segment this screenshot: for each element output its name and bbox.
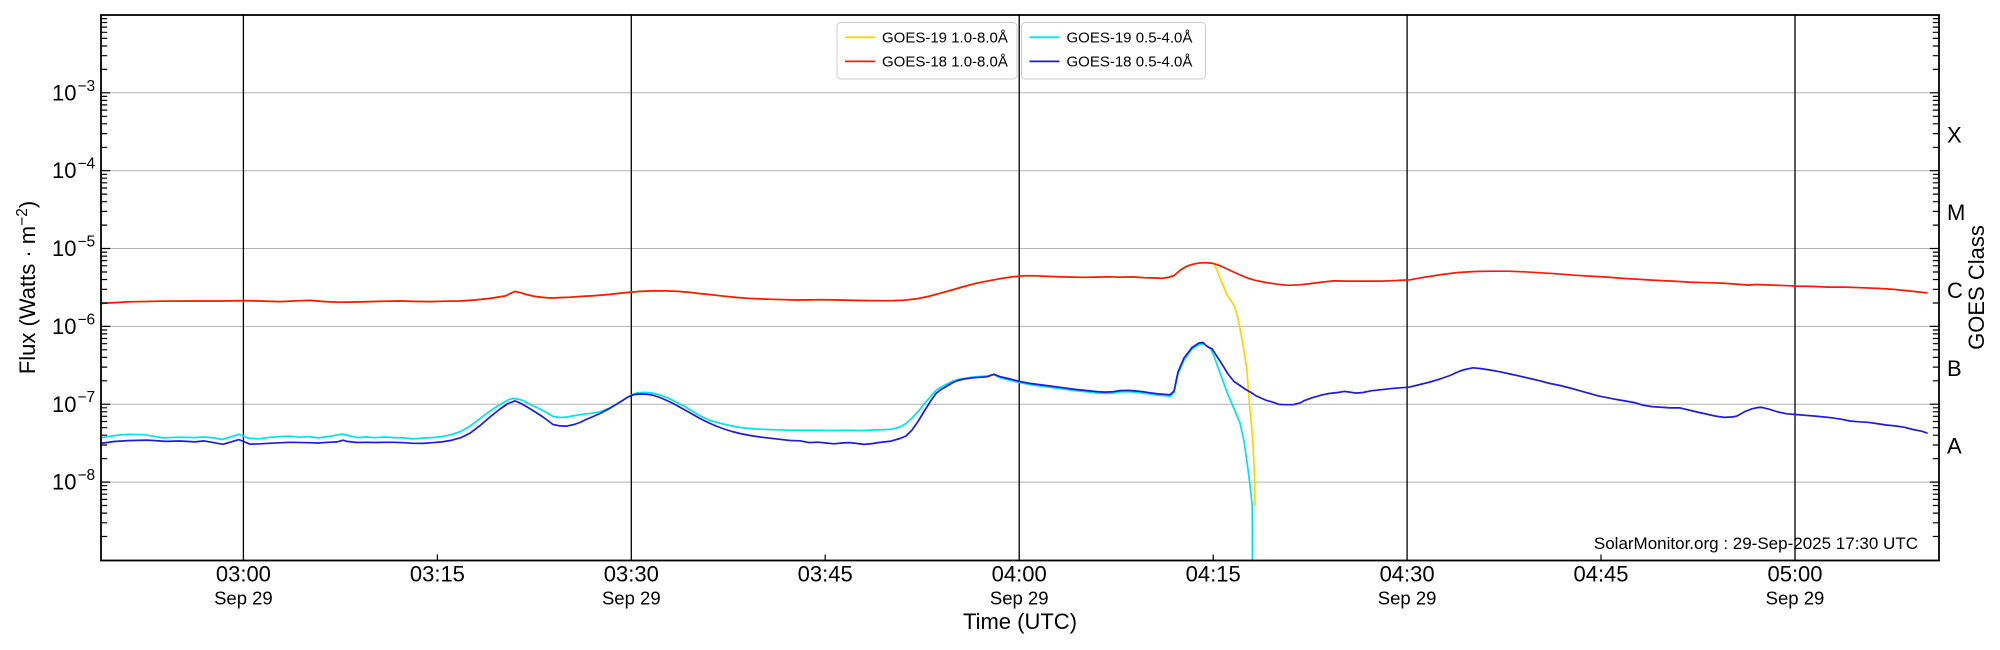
svg-text:−3: −3 [78,78,96,95]
svg-text:−4: −4 [78,156,96,173]
svg-text:10: 10 [52,470,76,495]
svg-text:Flux (Watts · m−2): Flux (Watts · m−2) [14,201,40,374]
svg-text:−8: −8 [78,467,96,484]
svg-text:Time (UTC): Time (UTC) [963,609,1077,634]
svg-text:SolarMonitor.org : 29-Sep-2025: SolarMonitor.org : 29-Sep-2025 17:30 UTC [1594,534,1918,553]
svg-text:GOES-19 1.0-8.0Å: GOES-19 1.0-8.0Å [882,30,1008,47]
svg-text:GOES-19 0.5-4.0Å: GOES-19 0.5-4.0Å [1067,30,1193,47]
svg-text:Sep 29: Sep 29 [990,588,1049,609]
svg-text:M: M [1947,200,1965,225]
svg-text:A: A [1947,434,1962,459]
svg-text:10: 10 [52,80,76,105]
svg-text:B: B [1947,356,1962,381]
svg-text:GOES-18 0.5-4.0Å: GOES-18 0.5-4.0Å [1067,54,1193,71]
svg-text:10: 10 [52,392,76,417]
svg-text:C: C [1947,278,1963,303]
svg-text:GOES Class: GOES Class [1964,225,1989,350]
svg-text:Sep 29: Sep 29 [1766,588,1825,609]
svg-text:04:30: 04:30 [1380,562,1435,587]
svg-text:−7: −7 [78,389,96,406]
svg-text:Sep 29: Sep 29 [1378,588,1437,609]
svg-text:03:00: 03:00 [216,562,271,587]
svg-text:−6: −6 [78,311,96,328]
svg-text:04:45: 04:45 [1573,562,1628,587]
svg-text:10: 10 [52,158,76,183]
svg-text:Sep 29: Sep 29 [214,588,273,609]
svg-text:05:00: 05:00 [1767,562,1822,587]
svg-text:−5: −5 [78,234,96,251]
svg-text:Sep 29: Sep 29 [602,588,661,609]
svg-text:X: X [1947,122,1962,147]
svg-text:04:15: 04:15 [1186,562,1241,587]
svg-text:03:30: 03:30 [604,562,659,587]
svg-text:GOES-18 1.0-8.0Å: GOES-18 1.0-8.0Å [882,54,1008,71]
svg-text:03:45: 03:45 [798,562,853,587]
svg-text:10: 10 [52,236,76,261]
svg-text:04:00: 04:00 [992,562,1047,587]
svg-text:03:15: 03:15 [410,562,465,587]
svg-text:10: 10 [52,314,76,339]
